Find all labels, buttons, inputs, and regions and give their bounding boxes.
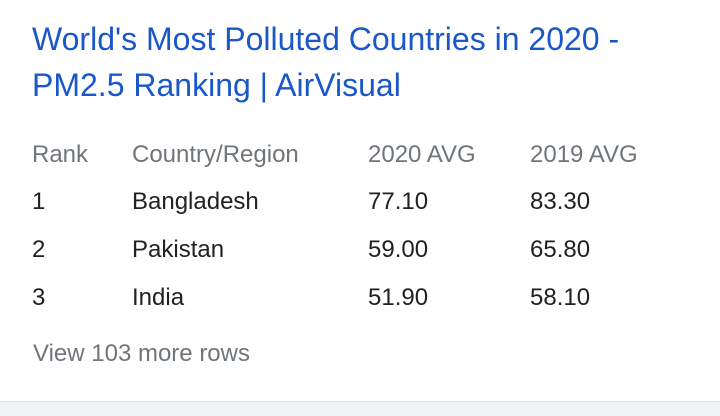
table-cell: 83.30 [530,188,591,215]
result-title[interactable]: World's Most Polluted Countries in 2020 … [32,21,620,103]
table-cell: Bangladesh [132,188,259,215]
table-row: 1 Bangladesh 77.10 83.30 [32,178,670,226]
table-body: 1 Bangladesh 77.10 83.30 2 Pakistan 59.00 65.80… [32,178,670,322]
snippet-table: Rank Country/Region 2020 AVG 2019 AVG 1 Bang… [32,132,670,322]
column-header: Rank [32,141,89,168]
column-header: 2020 AVG [368,141,476,168]
bottom-strip [0,401,720,416]
table-cell: Pakistan [132,236,225,263]
table-row: 2 Pakistan 59.00 65.80 [32,226,670,274]
table-cell: 51.90 [368,284,429,311]
table-cell: 58.10 [530,284,591,311]
more-rows-link[interactable]: View 103 more rows [33,340,250,367]
header-row: Rank Country/Region 2020 AVG 2019 AVG [32,132,670,178]
table-cell: 3 [32,284,46,311]
table-row: 3 India 51.90 58.10 [32,274,670,322]
table-cell: 65.80 [530,236,591,263]
table-cell: 77.10 [368,188,429,215]
table-cell: India [132,284,185,311]
column-header: Country/Region [132,141,299,168]
table-cell: 59.00 [368,236,429,263]
table-cell: 1 [32,188,46,215]
column-header: 2019 AVG [530,141,638,168]
table-cell: 2 [32,236,46,263]
